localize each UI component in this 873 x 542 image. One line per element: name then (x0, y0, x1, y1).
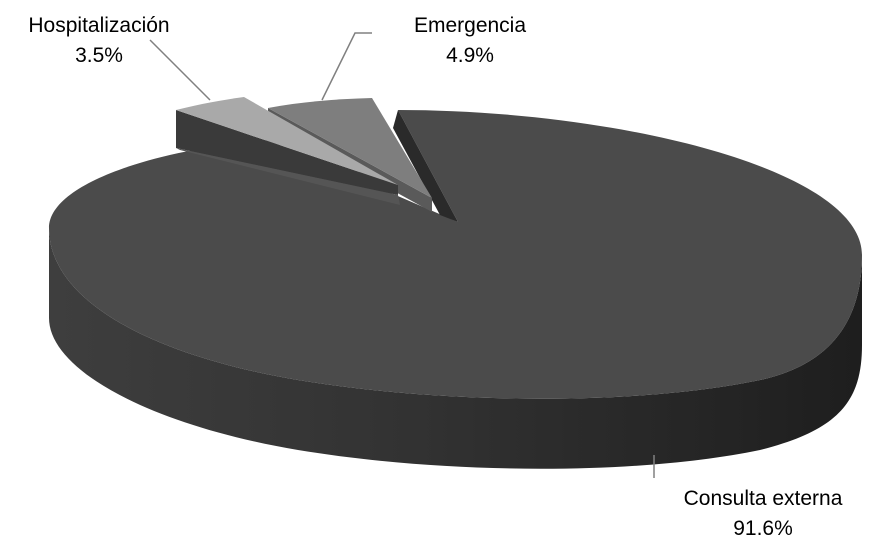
slice-hospitalizacion (176, 97, 400, 205)
slice-consulta-externa-notch (393, 110, 458, 222)
slice-consulta-externa-side (49, 228, 862, 469)
label-hospitalizacion-value: 3.5% (75, 44, 123, 67)
slice-hospitalizacion-side (176, 110, 398, 195)
label-hospitalizacion-name: Hospitalización (28, 14, 169, 37)
slice-consulta-externa-top (49, 110, 862, 399)
label-consulta-externa-name: Consulta externa (684, 487, 843, 510)
slice-consulta-externa (49, 110, 862, 469)
slice-hospitalizacion-top (176, 97, 398, 185)
leader-line-emergencia (321, 32, 372, 101)
label-consulta-externa-value: 91.6% (733, 517, 793, 540)
label-emergencia-name: Emergencia (414, 14, 526, 37)
slice-hospitalizacion-side-2 (176, 148, 400, 205)
leader-line-hospitalizacion (149, 39, 211, 101)
label-emergencia-value: 4.9% (446, 44, 494, 67)
slice-emergencia-top (268, 98, 432, 198)
